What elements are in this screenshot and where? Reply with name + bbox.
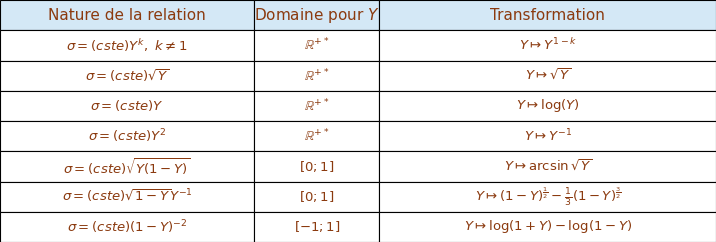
Bar <box>379 182 716 212</box>
Text: $\sigma = (cste)\sqrt{Y}$: $\sigma = (cste)\sqrt{Y}$ <box>85 67 169 84</box>
Bar <box>0 30 254 60</box>
Text: $\sigma = (cste)Y^2$: $\sigma = (cste)Y^2$ <box>88 127 166 145</box>
Bar <box>254 182 379 212</box>
Text: $\sigma = (cste)\sqrt{Y(1-Y)}$: $\sigma = (cste)\sqrt{Y(1-Y)}$ <box>63 156 191 177</box>
Bar <box>0 91 254 121</box>
Text: $[-1;1]$: $[-1;1]$ <box>294 219 340 234</box>
Bar <box>254 212 379 242</box>
Bar <box>379 121 716 151</box>
Bar <box>379 91 716 121</box>
Text: Domaine pour $Y$: Domaine pour $Y$ <box>254 6 379 25</box>
Text: $[0;1]$: $[0;1]$ <box>299 189 334 204</box>
Text: $\mathbb{R}^{+*}$: $\mathbb{R}^{+*}$ <box>304 37 330 54</box>
Bar <box>379 60 716 91</box>
Text: $\sigma = (cste)(1-Y)^{-2}$: $\sigma = (cste)(1-Y)^{-2}$ <box>67 218 188 236</box>
Bar <box>254 0 379 30</box>
Bar <box>254 60 379 91</box>
Bar <box>379 30 716 60</box>
Bar <box>379 151 716 182</box>
Bar <box>0 121 254 151</box>
Text: $Y \mapsto \arcsin\sqrt{Y}$: $Y \mapsto \arcsin\sqrt{Y}$ <box>503 159 592 174</box>
Bar <box>254 121 379 151</box>
Text: $Y \mapsto Y^{-1}$: $Y \mapsto Y^{-1}$ <box>523 128 572 144</box>
Text: $Y \mapsto (1-Y)^{\frac{1}{2}} - \frac{1}{3}(1-Y)^{\frac{3}{2}}$: $Y \mapsto (1-Y)^{\frac{1}{2}} - \frac{1… <box>475 186 621 208</box>
Text: $\mathbb{R}^{+*}$: $\mathbb{R}^{+*}$ <box>304 98 330 114</box>
Bar <box>254 91 379 121</box>
Text: Transformation: Transformation <box>490 8 605 23</box>
Bar <box>0 151 254 182</box>
Bar <box>0 60 254 91</box>
Text: $[0;1]$: $[0;1]$ <box>299 159 334 174</box>
Text: $\mathbb{R}^{+*}$: $\mathbb{R}^{+*}$ <box>304 128 330 144</box>
Bar <box>0 182 254 212</box>
Bar <box>0 212 254 242</box>
Text: $Y \mapsto \sqrt{Y}$: $Y \mapsto \sqrt{Y}$ <box>525 68 571 83</box>
Text: Nature de la relation: Nature de la relation <box>48 8 206 23</box>
Bar <box>254 30 379 60</box>
Text: $Y \mapsto Y^{1-k}$: $Y \mapsto Y^{1-k}$ <box>518 38 577 53</box>
Text: $\sigma = (cste)Y$: $\sigma = (cste)Y$ <box>90 98 164 113</box>
Text: $\sigma = (cste)Y^k,\ k \neq 1$: $\sigma = (cste)Y^k,\ k \neq 1$ <box>67 37 188 54</box>
Bar <box>0 0 254 30</box>
Bar <box>379 0 716 30</box>
Text: $Y \mapsto \log(1+Y) - \log(1-Y)$: $Y \mapsto \log(1+Y) - \log(1-Y)$ <box>464 218 632 235</box>
Text: $\mathbb{R}^{+*}$: $\mathbb{R}^{+*}$ <box>304 67 330 84</box>
Text: $Y \mapsto \log(Y)$: $Y \mapsto \log(Y)$ <box>516 97 580 114</box>
Text: $\sigma = (cste)\sqrt{1-Y}Y^{-1}$: $\sigma = (cste)\sqrt{1-Y}Y^{-1}$ <box>62 188 193 205</box>
Bar <box>379 212 716 242</box>
Bar <box>254 151 379 182</box>
